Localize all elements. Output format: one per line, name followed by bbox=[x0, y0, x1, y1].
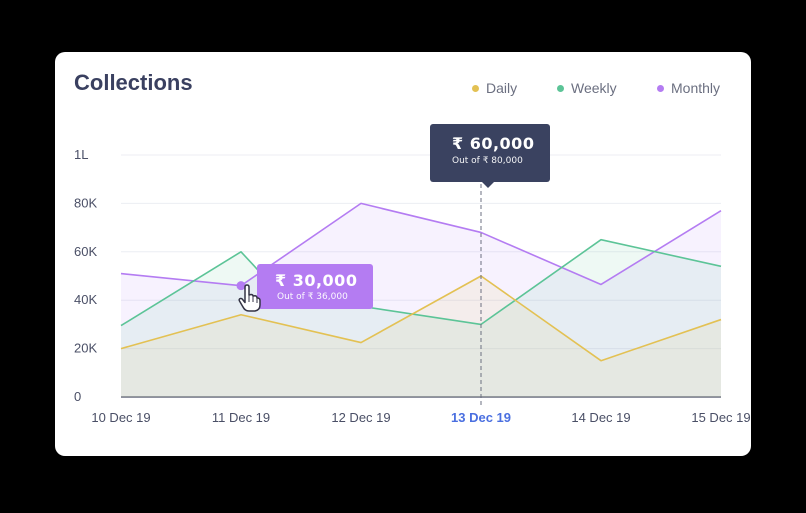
y-tick-60K: 60K bbox=[74, 244, 97, 259]
x-tick-13-dec-19: 13 Dec 19 bbox=[451, 410, 511, 425]
legend-daily[interactable]: Daily bbox=[472, 80, 517, 96]
x-tick-12-dec-19: 12 Dec 19 bbox=[331, 410, 390, 425]
y-tick-40K: 40K bbox=[74, 292, 97, 307]
y-tick-0: 0 bbox=[74, 389, 81, 404]
legend-weekly-dot bbox=[557, 84, 564, 92]
x-tick-11-dec-19: 11 Dec 19 bbox=[212, 410, 270, 425]
marker-monthly-11-dec bbox=[236, 281, 246, 291]
y-tick-20K: 20K bbox=[74, 341, 97, 356]
hand-pointer-icon bbox=[238, 284, 261, 312]
x-tick-15-dec-19: 15 Dec 19 bbox=[691, 410, 750, 425]
line-daily bbox=[120, 275, 722, 362]
tooltip-13-dec-amount: ₹ 60,000 bbox=[452, 134, 535, 153]
area-monthly bbox=[121, 203, 721, 397]
legend-weekly[interactable]: Weekly bbox=[557, 80, 617, 96]
area-weekly bbox=[121, 239, 721, 397]
tooltip-13-dec-subtext: Out of ₹ 80,000 bbox=[452, 156, 523, 166]
tooltip-11-dec-amount: ₹ 30,000 bbox=[275, 271, 358, 290]
x-tick-10-dec-19: 10 Dec 19 bbox=[91, 410, 150, 425]
area-daily bbox=[121, 276, 721, 397]
legend-weekly-label: Weekly bbox=[571, 80, 617, 96]
tooltip-13-dec: ₹ 60,000 Out of ₹ 80,000 bbox=[430, 124, 550, 188]
tooltip-11-dec-subtext: Out of ₹ 36,000 bbox=[277, 292, 348, 302]
legend-daily-dot bbox=[472, 84, 479, 92]
legend-monthly-dot bbox=[657, 84, 664, 92]
legend-monthly-label: Monthly bbox=[671, 80, 721, 96]
legend-daily-label: Daily bbox=[486, 80, 518, 96]
chart-title: Collections bbox=[74, 70, 193, 95]
collections-card bbox=[55, 52, 751, 456]
x-tick-14-dec-19: 14 Dec 19 bbox=[571, 410, 630, 425]
tooltip-11-dec: ₹ 30,000 Out of ₹ 36,000 bbox=[257, 264, 373, 309]
line-monthly bbox=[120, 202, 722, 287]
legend-monthly[interactable]: Monthly bbox=[657, 80, 720, 96]
y-tick-80K: 80K bbox=[74, 195, 97, 210]
y-tick-1L: 1L bbox=[74, 147, 88, 162]
